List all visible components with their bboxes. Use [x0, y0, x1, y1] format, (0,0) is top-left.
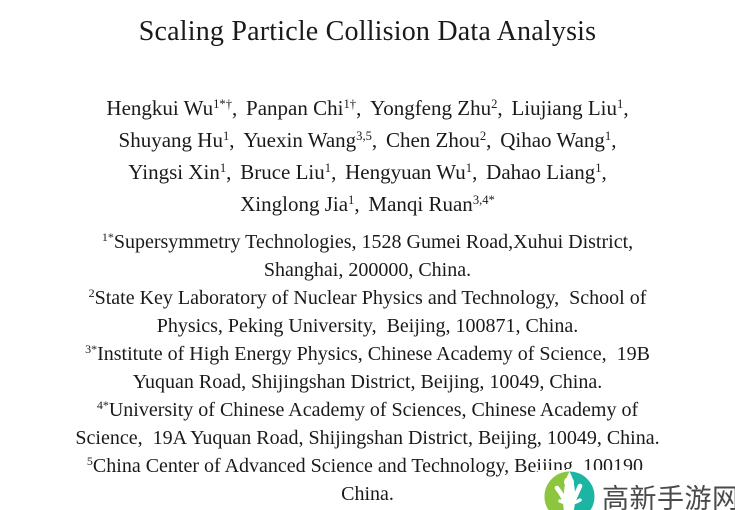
affiliation-line: China. — [0, 480, 735, 508]
author-name: Xinglong Jia — [240, 192, 349, 216]
author-separator: , — [497, 96, 503, 120]
author-separator: , — [231, 96, 238, 120]
affiliation-line: 3*Institute of High Energy Physics, Chin… — [0, 340, 735, 368]
author-affiliation-superscript: 1 — [219, 161, 227, 176]
author-separator: , — [486, 128, 492, 152]
affiliation-text: Supersymmetry Technologies, 1528 Gumei R… — [113, 231, 634, 253]
paper-title-page: Scaling Particle Collision Data Analysis… — [0, 13, 735, 510]
author-line-trailing-comma: , — [601, 160, 607, 184]
author-line-trailing-comma: , — [623, 96, 629, 120]
author-name: Manqi Ruan — [368, 192, 473, 216]
author-name: Liujiang Liu — [511, 96, 618, 120]
author-line: Yingsi Xin1, Bruce Liu1, Hengyuan Wu1, Daha… — [0, 156, 735, 188]
author-affiliation-superscript: 1 — [465, 161, 473, 176]
author-affiliation-superscript: 1 — [324, 161, 332, 176]
affiliation-line: Science, 19A Yuquan Road, Shijingshan Di… — [0, 424, 735, 452]
author-affiliation-superscript: 1 — [348, 193, 355, 208]
author-separator: , — [354, 192, 360, 216]
author-block: Hengkui Wu1*†, Panpan Chi1†, Yongfeng Zhu2… — [0, 92, 735, 220]
affiliation-line: Physics, Peking University, Beijing, 100… — [0, 312, 735, 340]
author-affiliation-superscript: 3,4* — [472, 193, 495, 208]
author-separator: , — [226, 160, 232, 184]
author-name: Chen Zhou — [385, 128, 480, 152]
author-name: Panpan Chi — [246, 96, 344, 120]
author-name: Bruce Liu — [240, 160, 325, 184]
affiliation-text: University of Chinese Academy of Science… — [108, 399, 639, 421]
affiliation-text: Yuquan Road, Shijingshan District, Beiji… — [132, 371, 603, 393]
affiliation-line: Shanghai, 200000, China. — [0, 256, 735, 284]
author-name: Qihao Wang — [500, 128, 605, 152]
affiliation-line: 2State Key Laboratory of Nuclear Physics… — [0, 284, 735, 312]
author-affiliation-superscript: 3,5 — [356, 129, 372, 144]
author-affiliation-superscript: 1† — [343, 97, 357, 112]
affiliation-number-superscript: 3* — [85, 342, 98, 357]
author-line-trailing-comma: , — [611, 128, 617, 152]
author-separator: , — [229, 128, 235, 152]
affiliation-block: 1*Supersymmetry Technologies, 1528 Gumei… — [0, 228, 735, 508]
author-name: Yuexin Wang — [243, 128, 357, 152]
author-name: Yingsi Xin — [128, 160, 220, 184]
watermark-text: 高新手游网 — [602, 484, 735, 510]
affiliation-text: Physics, Peking University, Beijing, 100… — [156, 315, 579, 337]
author-name: Dahao Liang — [486, 160, 596, 184]
affiliation-line: 1*Supersymmetry Technologies, 1528 Gumei… — [0, 228, 735, 256]
affiliation-text: China. — [341, 483, 394, 505]
author-affiliation-superscript: 1 — [222, 129, 230, 144]
affiliation-text: Science, 19A Yuquan Road, Shijingshan Di… — [75, 427, 660, 449]
author-affiliation-superscript: 1 — [595, 161, 602, 176]
affiliation-number-superscript: 5 — [86, 454, 93, 469]
author-affiliation-superscript: 1*† — [213, 97, 232, 112]
author-name: Hengyuan Wu — [345, 160, 466, 184]
affiliation-number-superscript: 2 — [88, 286, 95, 301]
watermark: 高新手游网 — [538, 470, 735, 510]
affiliation-text: State Key Laboratory of Nuclear Physics … — [94, 287, 647, 309]
author-line: Hengkui Wu1*†, Panpan Chi1†, Yongfeng Zhu2… — [0, 92, 735, 124]
affiliation-line: Yuquan Road, Shijingshan District, Beiji… — [0, 368, 735, 396]
author-line: Shuyang Hu1, Yuexin Wang3,5, Chen Zhou2, Qi… — [0, 124, 735, 156]
author-name: Yongfeng Zhu — [370, 96, 492, 120]
author-separator: , — [331, 160, 337, 184]
author-affiliation-superscript: 2 — [479, 129, 487, 144]
author-affiliation-superscript: 1 — [604, 129, 612, 144]
author-separator: , — [356, 96, 362, 120]
watermark-logo-icon — [544, 471, 595, 510]
affiliation-text: Shanghai, 200000, China. — [263, 259, 472, 281]
affiliation-text: Institute of High Energy Physics, Chines… — [97, 343, 650, 365]
affiliation-number-superscript: 4* — [96, 398, 109, 413]
author-affiliation-superscript: 2 — [491, 97, 498, 112]
author-name: Hengkui Wu — [106, 96, 214, 120]
author-separator: , — [371, 128, 378, 152]
affiliation-number-superscript: 1* — [101, 230, 114, 245]
author-name: Shuyang Hu — [118, 128, 223, 152]
author-separator: , — [472, 160, 478, 184]
author-line: Xinglong Jia1, Manqi Ruan3,4* — [0, 188, 735, 220]
affiliation-line: 4*University of Chinese Academy of Scien… — [0, 396, 735, 424]
paper-title: Scaling Particle Collision Data Analysis — [138, 16, 597, 47]
author-affiliation-superscript: 1 — [617, 97, 624, 112]
